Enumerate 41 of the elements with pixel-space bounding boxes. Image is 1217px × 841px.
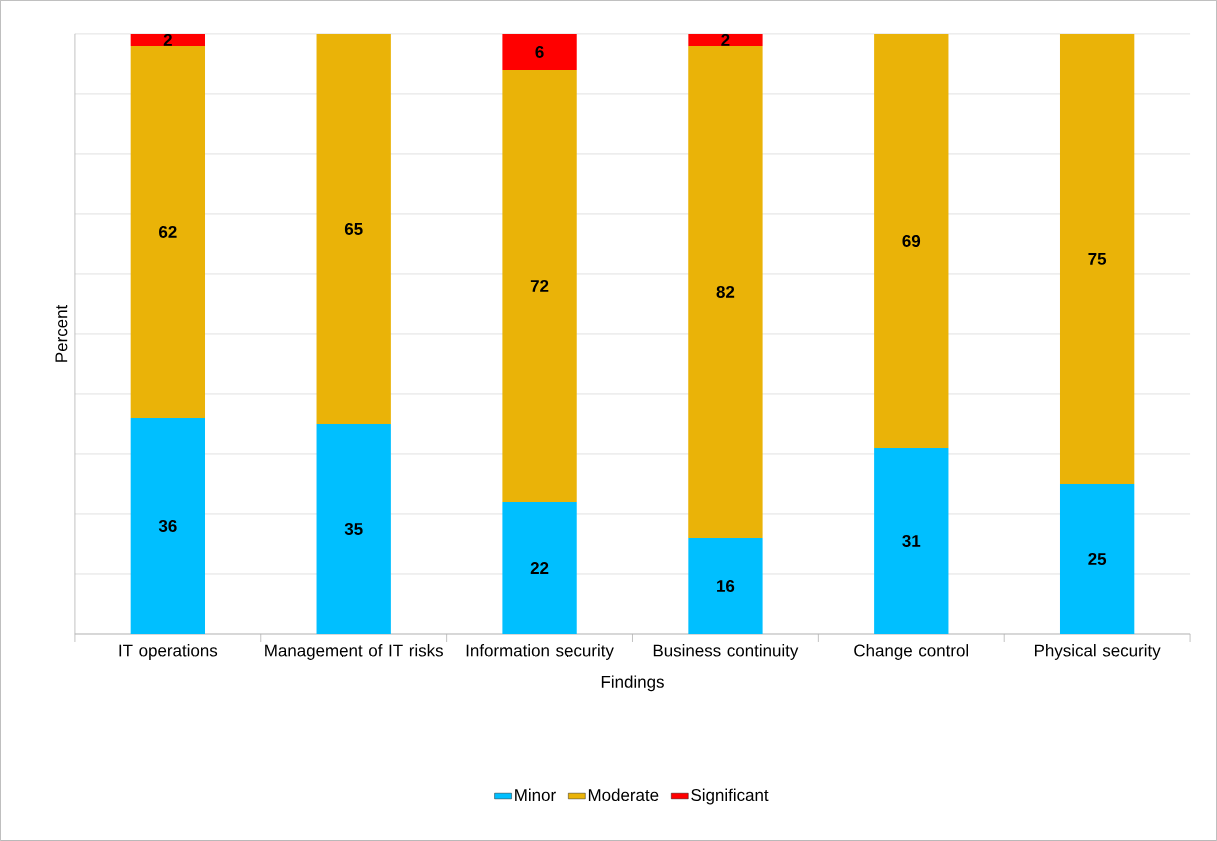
data-label: 35 (344, 522, 363, 536)
x-tick-label: Change control (854, 644, 969, 660)
data-label: 75 (1088, 253, 1107, 265)
legend-label: Moderate (588, 788, 659, 802)
bar (688, 538, 763, 635)
bar (502, 69, 577, 502)
x-tick-label: IT operations (119, 644, 218, 660)
x-tick-label: Information security (466, 644, 614, 660)
bar (1059, 33, 1135, 484)
bar (688, 33, 763, 46)
bar (688, 45, 763, 539)
data-label: 82 (716, 285, 735, 298)
data-label: 22 (530, 562, 549, 574)
y-axis-title: Percent (55, 304, 68, 362)
legend-label: Significant (691, 788, 769, 805)
bar (316, 33, 391, 424)
x-tick-label: Management of IT risks (265, 644, 443, 660)
bar (130, 33, 206, 46)
data-label: 65 (344, 222, 363, 235)
data-label: 16 (717, 580, 735, 593)
bar (874, 447, 949, 635)
data-label: 72 (530, 280, 549, 292)
bar (130, 417, 206, 635)
bar (316, 423, 391, 635)
data-label: 36 (158, 519, 177, 533)
data-label: 2 (721, 34, 730, 46)
data-label: 62 (159, 225, 177, 238)
data-label: 2 (163, 34, 172, 46)
legend-label: Minor (515, 788, 556, 802)
bar (1059, 483, 1135, 635)
x-tick-label: Physical security (1034, 644, 1161, 660)
x-axis-title: Findings (601, 675, 664, 692)
data-label: 69 (902, 234, 921, 247)
data-label: 25 (1088, 553, 1107, 566)
bar (874, 33, 949, 448)
data-label: 31 (902, 534, 921, 548)
bar (502, 502, 577, 635)
data-label: 6 (535, 45, 544, 58)
x-tick-label: Business continuity (653, 644, 799, 660)
bar (130, 45, 206, 418)
bar (502, 33, 577, 70)
